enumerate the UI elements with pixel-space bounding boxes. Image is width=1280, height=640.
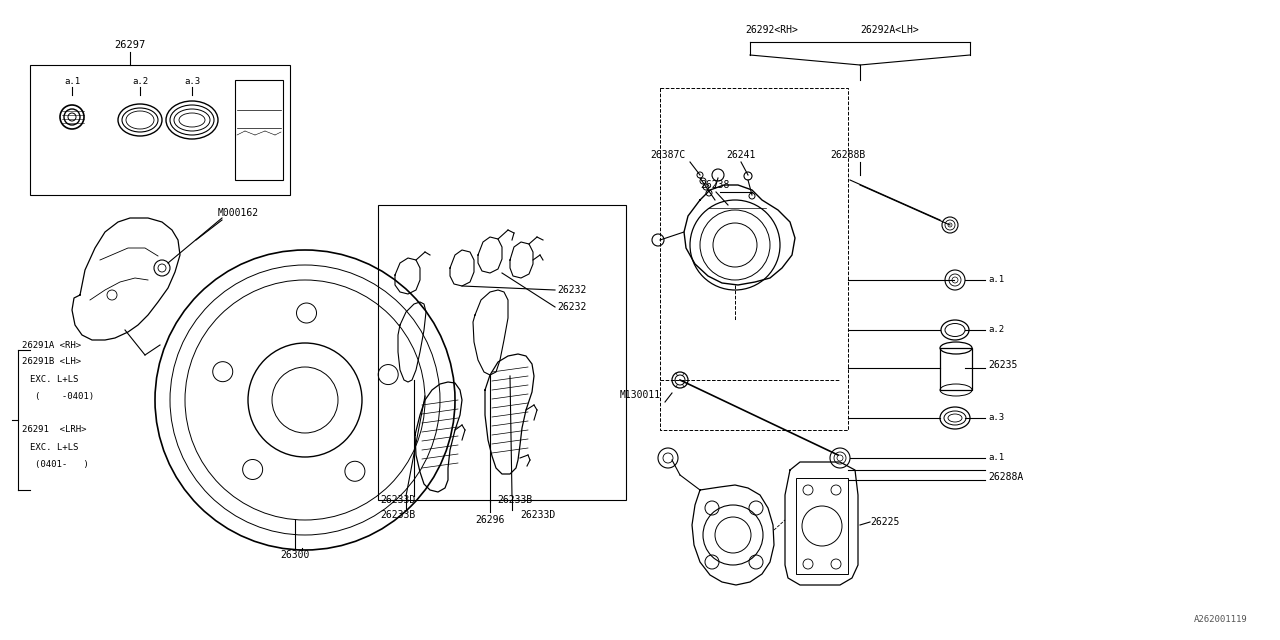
Text: 26225: 26225 (870, 517, 900, 527)
Text: 26300: 26300 (280, 550, 310, 560)
Text: M000162: M000162 (218, 208, 259, 218)
Text: A262001119: A262001119 (1194, 616, 1248, 625)
Text: 26291  <LRH>: 26291 <LRH> (22, 426, 87, 435)
Text: 26296: 26296 (475, 515, 504, 525)
Text: 26233B: 26233B (497, 495, 532, 505)
Text: 26291A <RH>: 26291A <RH> (22, 340, 81, 349)
Text: 26387C: 26387C (650, 150, 685, 160)
Text: 26292<RH>: 26292<RH> (745, 25, 797, 35)
Text: 26233B: 26233B (380, 510, 415, 520)
Text: EXC. L+LS: EXC. L+LS (29, 442, 78, 451)
Text: 26291B <LH>: 26291B <LH> (22, 358, 81, 367)
Text: a.3: a.3 (988, 413, 1004, 422)
Bar (940, 348, 972, 390)
Text: M130011: M130011 (620, 390, 662, 400)
Text: 26297: 26297 (114, 40, 146, 50)
Text: (    -0401): ( -0401) (35, 392, 95, 401)
Text: a.2: a.2 (132, 77, 148, 86)
Text: (0401-   ): (0401- ) (35, 460, 88, 468)
Text: a.3: a.3 (184, 77, 200, 86)
Text: 26292A<LH>: 26292A<LH> (860, 25, 919, 35)
Text: 26288A: 26288A (988, 472, 1023, 482)
Text: 26232: 26232 (557, 285, 586, 295)
Text: a.1: a.1 (64, 77, 81, 86)
Bar (378, 205, 626, 500)
Text: EXC. L+LS: EXC. L+LS (29, 374, 78, 383)
Text: a.1: a.1 (988, 275, 1004, 285)
Text: 26241: 26241 (726, 150, 755, 160)
Text: 26288B: 26288B (829, 150, 865, 160)
Bar (29, 65, 291, 195)
Text: a.2: a.2 (988, 326, 1004, 335)
Text: 26238: 26238 (700, 180, 730, 190)
Text: 26233D: 26233D (380, 495, 415, 505)
Text: 26233D: 26233D (520, 510, 556, 520)
Text: 26235: 26235 (988, 360, 1018, 370)
Text: 26232: 26232 (557, 302, 586, 312)
Bar (796, 478, 849, 574)
Text: a.1: a.1 (988, 454, 1004, 463)
Bar (236, 80, 283, 180)
